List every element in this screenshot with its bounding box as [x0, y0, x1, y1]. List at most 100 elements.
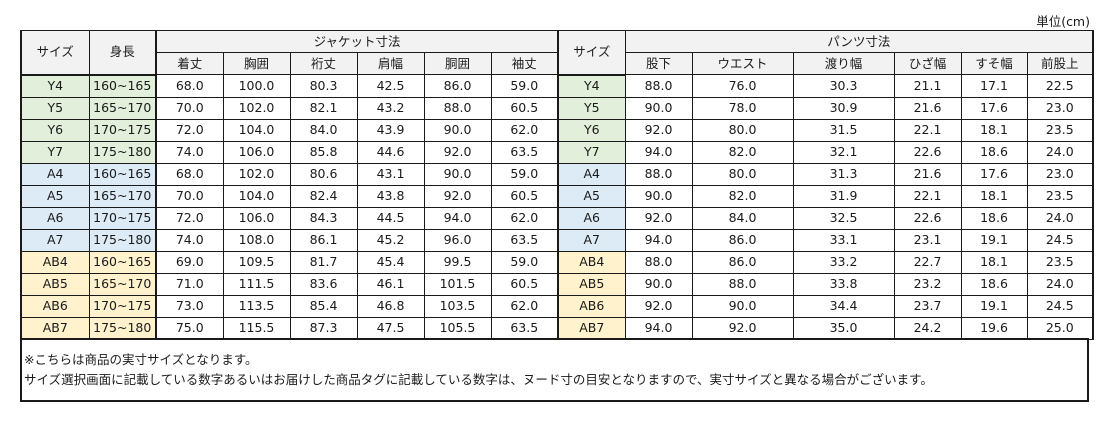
- hem-width-cell: 18.6: [960, 206, 1028, 230]
- size-cell: A6: [20, 206, 90, 230]
- hem-width-cell: 18.1: [960, 184, 1028, 208]
- thigh-width-cell: 33.1: [792, 228, 895, 252]
- chest-cell: 109.5: [222, 250, 291, 274]
- thigh-width-cell: 32.1: [792, 140, 895, 164]
- front-rise-cell: 23.5: [1026, 184, 1095, 208]
- sleeve-length-yuki-cell: 87.3: [289, 316, 358, 340]
- height-cell: 165~170: [88, 272, 157, 296]
- shoulder-width-cell: 46.1: [356, 272, 425, 296]
- waist-cell: 80.0: [691, 162, 794, 186]
- sleeve-length-yuki-cell: 84.3: [289, 206, 358, 230]
- height-cell: 175~180: [88, 140, 157, 164]
- thigh-width-cell: 33.2: [792, 250, 895, 274]
- sleeve-length-yuki-cell: 83.6: [289, 272, 358, 296]
- size-cell: Y4: [20, 74, 90, 98]
- sleeve-length-cell: 59.0: [490, 250, 559, 274]
- waist-cell: 80.0: [691, 118, 794, 142]
- chest-cell: 115.5: [222, 316, 291, 340]
- inseam-cell: 88.0: [624, 162, 693, 186]
- chest-cell: 104.0: [222, 184, 291, 208]
- waist-cell: 82.0: [691, 184, 794, 208]
- inseam-cell: 88.0: [624, 250, 693, 274]
- front-rise-cell: 23.5: [1026, 118, 1095, 142]
- knee-width-cell: 22.1: [893, 184, 962, 208]
- hem-width-cell: 18.1: [960, 118, 1028, 142]
- waist-cell: 92.0: [691, 316, 794, 340]
- chest-cell: 104.0: [222, 118, 291, 142]
- sleeve-length-cell: 60.5: [490, 96, 559, 120]
- header-shoulder-width: 肩幅: [356, 52, 425, 75]
- chest-cell: 100.0: [222, 74, 291, 98]
- inseam-cell: 94.0: [624, 140, 693, 164]
- header-size: サイズ: [20, 30, 90, 76]
- waist-jacket-cell: 88.0: [423, 96, 492, 120]
- sleeve-length-cell: 62.0: [490, 206, 559, 230]
- pants-size-cell: A7: [557, 228, 626, 252]
- height-cell: 165~170: [88, 96, 157, 120]
- jacket-length-cell: 74.0: [155, 228, 224, 252]
- pants-size-cell: A6: [557, 206, 626, 230]
- shoulder-width-cell: 43.2: [356, 96, 425, 120]
- jacket-length-cell: 68.0: [155, 162, 224, 186]
- waist-cell: 86.0: [691, 228, 794, 252]
- table-row: Y4 160~165 68.0 100.0 80.3 42.5 86.0 59.0 Y4 88.0…: [20, 74, 1095, 98]
- header-thigh-width: 渡り幅: [792, 52, 895, 75]
- table-row: AB7 175~180 75.0 115.5 87.3 47.5 105.5 63.5 AB7 9…: [20, 316, 1095, 340]
- height-cell: 175~180: [88, 228, 157, 252]
- hem-width-cell: 19.6: [960, 316, 1028, 340]
- header-row-columns: 着丈 胸囲 裄丈 肩幅 胴囲 袖丈 股下 ウエスト 渡り幅 ひざ幅 すそ幅 前股…: [21, 52, 1095, 75]
- waist-cell: 88.0: [691, 272, 794, 296]
- size-table-body: Y4 160~165 68.0 100.0 80.3 42.5 86.0 59.0 Y4 88.0…: [20, 74, 1095, 340]
- size-cell: A4: [20, 162, 90, 186]
- front-rise-cell: 24.5: [1026, 228, 1095, 252]
- waist-jacket-cell: 105.5: [423, 316, 492, 340]
- height-cell: 175~180: [88, 316, 157, 340]
- sleeve-length-cell: 59.0: [490, 74, 559, 98]
- height-cell: 160~165: [88, 250, 157, 274]
- sleeve-length-yuki-cell: 84.0: [289, 118, 358, 142]
- knee-width-cell: 22.1: [893, 118, 962, 142]
- chest-cell: 106.0: [222, 140, 291, 164]
- waist-jacket-cell: 92.0: [423, 184, 492, 208]
- size-chart-table: サイズ 身長 ジャケット寸法 サイズ パンツ寸法 着丈 胸囲 裄丈 肩幅 胴囲 …: [20, 30, 1095, 340]
- pants-size-cell: AB4: [557, 250, 626, 274]
- shoulder-width-cell: 42.5: [356, 74, 425, 98]
- waist-jacket-cell: 92.0: [423, 140, 492, 164]
- header-sleeve-length: 袖丈: [490, 52, 559, 75]
- shoulder-width-cell: 44.6: [356, 140, 425, 164]
- size-cell: A7: [20, 228, 90, 252]
- header-jacket-group: ジャケット寸法: [154, 30, 559, 53]
- table-row: A7 175~180 74.0 108.0 86.1 45.2 96.0 63.5 A7 94.0…: [20, 228, 1095, 252]
- pants-size-cell: A4: [557, 162, 626, 186]
- front-rise-cell: 23.0: [1026, 96, 1095, 120]
- shoulder-width-cell: 44.5: [356, 206, 425, 230]
- jacket-length-cell: 71.0: [155, 272, 224, 296]
- height-cell: 165~170: [88, 184, 157, 208]
- height-cell: 170~175: [88, 294, 157, 318]
- inseam-cell: 92.0: [624, 118, 693, 142]
- hem-width-cell: 18.1: [960, 250, 1028, 274]
- knee-width-cell: 21.1: [893, 74, 962, 98]
- pants-size-cell: Y7: [557, 140, 626, 164]
- knee-width-cell: 23.7: [893, 294, 962, 318]
- size-cell: AB5: [20, 272, 90, 296]
- waist-jacket-cell: 96.0: [423, 228, 492, 252]
- sleeve-length-yuki-cell: 85.4: [289, 294, 358, 318]
- pants-size-cell: AB6: [557, 294, 626, 318]
- sleeve-length-cell: 60.5: [490, 184, 559, 208]
- table-row: AB6 170~175 73.0 113.5 85.4 46.8 103.5 62.0 AB6 9…: [20, 294, 1095, 318]
- thigh-width-cell: 35.0: [792, 316, 895, 340]
- sleeve-length-yuki-cell: 85.8: [289, 140, 358, 164]
- front-rise-cell: 25.0: [1026, 316, 1095, 340]
- header-knee-width: ひざ幅: [893, 52, 962, 75]
- inseam-cell: 88.0: [624, 74, 693, 98]
- thigh-width-cell: 32.5: [792, 206, 895, 230]
- height-cell: 160~165: [88, 74, 157, 98]
- inseam-cell: 90.0: [624, 96, 693, 120]
- sleeve-length-yuki-cell: 82.1: [289, 96, 358, 120]
- table-row: Y6 170~175 72.0 104.0 84.0 43.9 90.0 62.0 Y6 92.0…: [20, 118, 1095, 142]
- note-line-2: サイズ選択画面に記載している数字あるいはお届けした商品タグに記載している数字は、…: [24, 372, 933, 387]
- sleeve-length-yuki-cell: 86.1: [289, 228, 358, 252]
- hem-width-cell: 18.6: [960, 140, 1028, 164]
- header-inseam: 股下: [624, 52, 693, 75]
